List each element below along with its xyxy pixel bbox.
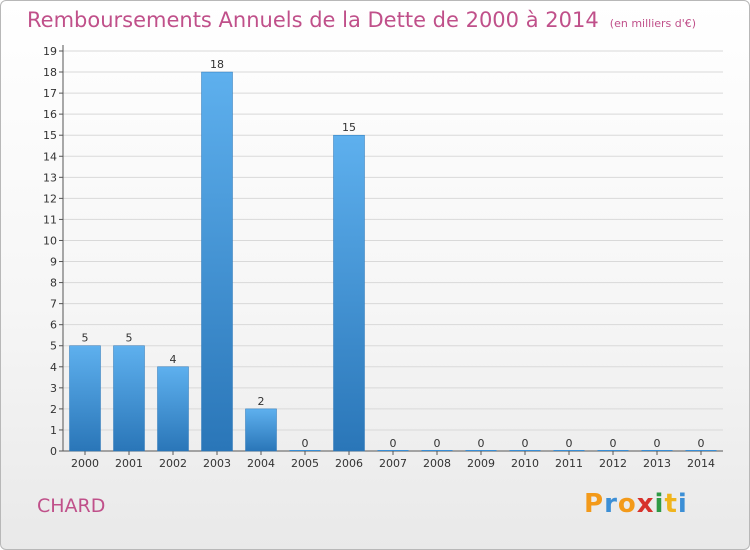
grid-lines — [63, 50, 723, 431]
x-tick-label-2013: 2013 — [643, 457, 671, 470]
y-tick-label: 0 — [50, 445, 57, 458]
y-tick-label: 12 — [43, 192, 57, 205]
y-tick-label: 17 — [43, 87, 57, 100]
x-tick-label-2009: 2009 — [467, 457, 495, 470]
value-label-2010: 0 — [522, 437, 529, 450]
proxiti-logo: Proxiti — [584, 489, 688, 519]
y-tick-label: 4 — [50, 361, 57, 374]
y-tick-label: 10 — [43, 234, 57, 247]
value-label-2001: 5 — [126, 332, 133, 345]
bars — [69, 71, 717, 452]
value-label-2000: 5 — [82, 332, 89, 345]
y-tick-label: 16 — [43, 108, 57, 121]
logo-letter: t — [664, 489, 678, 519]
value-label-2013: 0 — [654, 437, 661, 450]
y-tick-label: 19 — [43, 45, 57, 58]
value-label-2007: 0 — [390, 437, 397, 450]
chart-title-text: Remboursements Annuels de la Dette de 20… — [27, 8, 599, 32]
x-tick-label-2006: 2006 — [335, 457, 363, 470]
y-tick-label: 15 — [43, 129, 57, 142]
y-tick-label: 2 — [50, 403, 57, 416]
bar-2001 — [113, 345, 145, 452]
y-tick-label: 5 — [50, 340, 57, 353]
value-label-2012: 0 — [610, 437, 617, 450]
y-tick-label: 9 — [50, 256, 57, 269]
chart-unit: (en milliers d'€) — [609, 17, 697, 30]
chart-title: Remboursements Annuels de la Dette de 20… — [27, 8, 696, 32]
commune-name: CHARD — [37, 495, 106, 517]
logo-letter: P — [584, 489, 605, 519]
y-tick-label: 1 — [50, 424, 57, 437]
value-label-2005: 0 — [302, 437, 309, 450]
y-tick-label: 13 — [43, 171, 57, 184]
logo-letter: i — [654, 489, 665, 519]
x-tick-label-2010: 2010 — [511, 457, 539, 470]
y-tick-label: 6 — [50, 319, 57, 332]
x-tick-label-2014: 2014 — [687, 457, 715, 470]
logo-letter: r — [604, 489, 618, 519]
value-label-2014: 0 — [698, 437, 705, 450]
x-tick-label-2008: 2008 — [423, 457, 451, 470]
value-label-2003: 18 — [210, 58, 224, 71]
y-tick-label: 14 — [43, 150, 57, 163]
logo-letter: x — [636, 489, 655, 519]
x-tick-label-2007: 2007 — [379, 457, 407, 470]
value-label-2004: 2 — [258, 395, 265, 408]
logo-letter: o — [617, 489, 637, 519]
x-tick-label-2002: 2002 — [159, 457, 187, 470]
x-tick-label-2001: 2001 — [115, 457, 143, 470]
labels: 0123456789101112131415161718195200052001… — [43, 45, 715, 470]
x-tick-label-2011: 2011 — [555, 457, 583, 470]
value-label-2011: 0 — [566, 437, 573, 450]
value-label-2006: 15 — [342, 121, 356, 134]
y-tick-label: 18 — [43, 66, 57, 79]
bar-2004 — [245, 408, 277, 452]
x-tick-label-2003: 2003 — [203, 457, 231, 470]
x-tick-label-2000: 2000 — [71, 457, 99, 470]
x-tick-label-2005: 2005 — [291, 457, 319, 470]
value-label-2008: 0 — [434, 437, 441, 450]
x-tick-label-2012: 2012 — [599, 457, 627, 470]
logo-letter: i — [677, 489, 688, 519]
value-label-2009: 0 — [478, 437, 485, 450]
value-label-2002: 4 — [170, 353, 177, 366]
y-tick-label: 7 — [50, 298, 57, 311]
bar-2003 — [201, 71, 233, 452]
y-tick-label: 3 — [50, 382, 57, 395]
bar-2000 — [69, 345, 101, 452]
bar-2006 — [333, 134, 365, 452]
y-tick-label: 8 — [50, 277, 57, 290]
bar-2002 — [157, 366, 189, 452]
x-tick-label-2004: 2004 — [247, 457, 275, 470]
y-tick-label: 11 — [43, 213, 57, 226]
